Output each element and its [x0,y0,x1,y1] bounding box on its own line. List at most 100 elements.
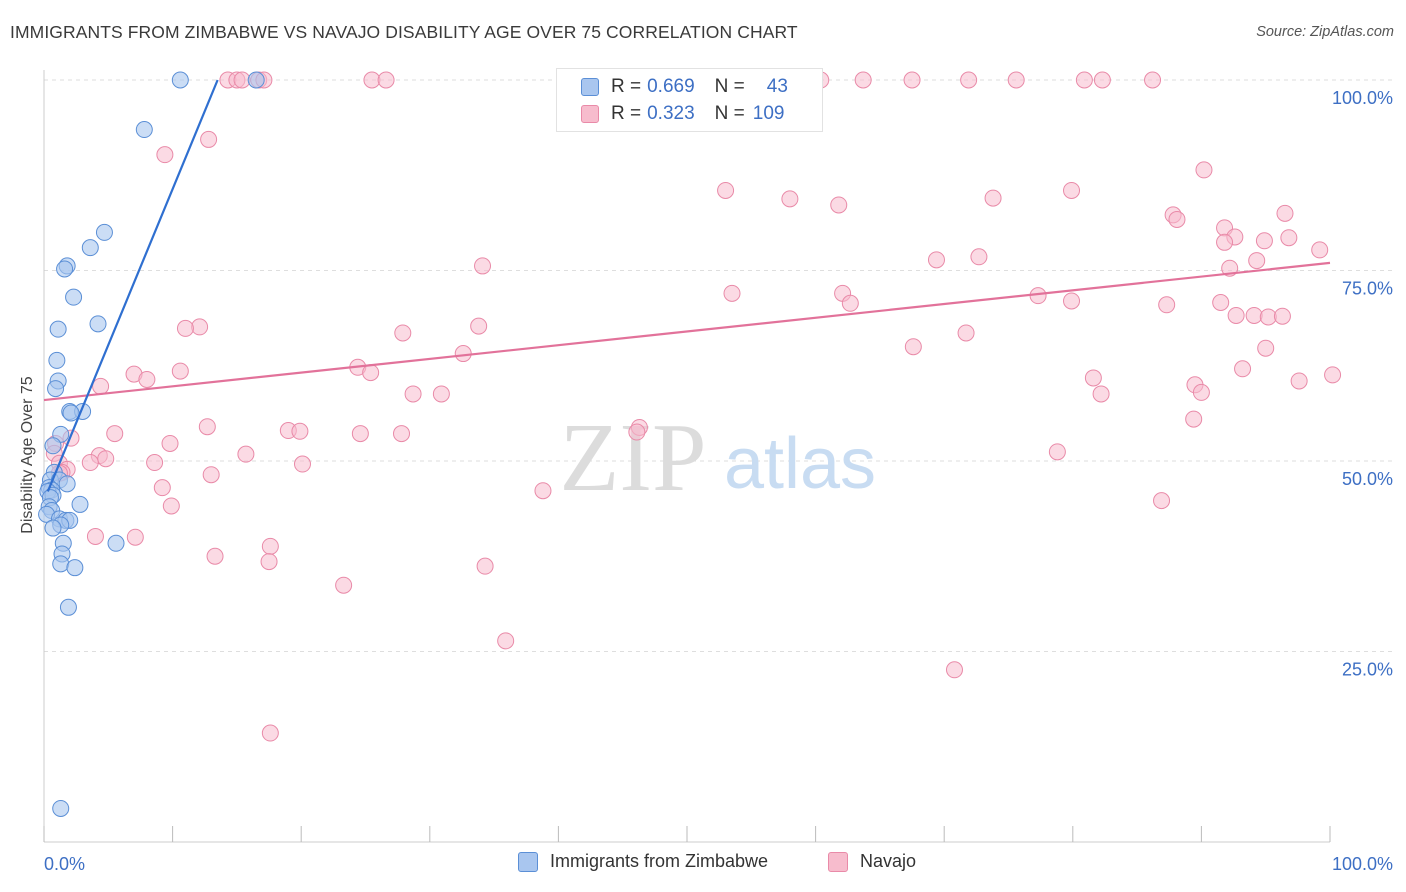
navajo-point [470,317,488,335]
navajo-point [261,724,279,742]
navajo-point [497,632,515,650]
navajo-point [1192,383,1210,401]
zimbabwe-swatch [581,78,599,96]
navajo-point [1153,492,1171,510]
navajo-point [335,576,353,594]
navajo-point [97,450,115,468]
series-legend: Immigrants from Zimbabwe Navajo [0,851,1406,879]
zimbabwe-point [89,315,107,333]
navajo-point [1093,71,1111,89]
stats-legend: R = 0.669 N = 43 R = 0.323 N = 109 [556,68,823,132]
navajo-point [432,385,450,403]
navajo-point [393,425,411,443]
zimbabwe-n-value: 43 [766,76,788,97]
navajo-point [1168,210,1186,228]
navajo-point [1063,292,1081,310]
navajo-point [200,130,218,148]
navajo-point [176,319,194,337]
y-tick-label: 100.0% [1332,88,1393,108]
zimbabwe-point [47,380,65,398]
navajo-point [377,71,395,89]
navajo-point [1257,339,1275,357]
navajo-point [156,146,174,164]
navajo-point [291,422,309,440]
navajo-point [1063,181,1081,199]
navajo-point [126,528,144,546]
navajo-point [1158,296,1176,314]
navajo-point [206,547,224,565]
navajo-point [984,189,1002,207]
navajo-point [362,364,380,382]
watermark-atlas: atlas [724,424,876,504]
r-label: R = [611,76,642,97]
zimbabwe-point [171,71,189,89]
legend-row-navajo: R = 0.323 N = 109 [581,101,784,127]
navajo-point [1259,308,1277,326]
navajo-point [153,479,171,497]
navajo-point [1212,294,1230,312]
navajo-point [1084,369,1102,387]
navajo-point [841,294,859,312]
zimbabwe-point [48,351,66,369]
navajo-point [106,425,124,443]
navajo-point [138,370,156,388]
zimbabwe-point [44,519,62,537]
legend-item-zimbabwe: Immigrants from Zimbabwe [518,851,768,872]
navajo-swatch [581,105,599,123]
navajo-point [161,434,179,452]
navajo-r-value: 0.323 [647,103,695,124]
navajo-point [146,454,164,472]
y-tick-label: 25.0% [1342,660,1393,680]
navajo-point [202,466,220,484]
zimbabwe-point [59,598,77,616]
r-label: R = [611,103,642,124]
zimbabwe-legend-label: Immigrants from Zimbabwe [550,851,769,871]
zimbabwe-point [62,404,80,422]
navajo-point [162,497,180,515]
navajo-point [1216,233,1234,251]
navajo-point [1273,307,1291,325]
navajo-point [261,537,279,555]
navajo-point [1185,410,1203,428]
navajo-point [293,455,311,473]
zimbabwe-trend-line [46,79,219,492]
navajo-legend-label: Navajo [860,851,917,871]
navajo-point [1276,204,1294,222]
zimbabwe-point [52,555,70,573]
navajo-point [92,377,110,395]
chart-title: IMMIGRANTS FROM ZIMBABWE VS NAVAJO DISAB… [10,22,798,42]
zimbabwe-point [65,288,83,306]
navajo-point [191,318,209,336]
zimbabwe-point [135,121,153,139]
navajo-point [534,482,552,500]
zimbabwe-point [58,475,76,493]
zimbabwe-r-value: 0.669 [647,76,695,97]
navajo-point [404,385,422,403]
navajo-point [394,324,412,342]
zimbabwe-point [49,320,67,338]
navajo-point [476,557,494,575]
navajo-point [171,362,189,380]
navajo-point [86,527,104,545]
navajo-point [237,445,255,463]
x-tick-label: 0.0% [44,854,85,874]
navajo-point [717,181,735,199]
navajo-point [363,71,381,89]
navajo-point [957,324,975,342]
zimbabwe-point [71,495,89,513]
navajo-point [1092,385,1110,403]
source-label: Source: ZipAtlas.com [1256,24,1394,40]
navajo-point [904,338,922,356]
navajo-point [198,418,216,436]
legend-row-zimbabwe: R = 0.669 N = 43 [581,74,788,100]
navajo-point [903,71,921,89]
navajo-point [1248,252,1266,270]
navajo-point [351,425,369,443]
navajo-point [1227,306,1245,324]
navajo-point [1290,372,1308,390]
navajo-point [628,423,646,441]
navajo-point [1280,229,1298,247]
zimbabwe-point [81,239,99,257]
navajo-point [854,71,872,89]
navajo-point [1324,366,1342,384]
